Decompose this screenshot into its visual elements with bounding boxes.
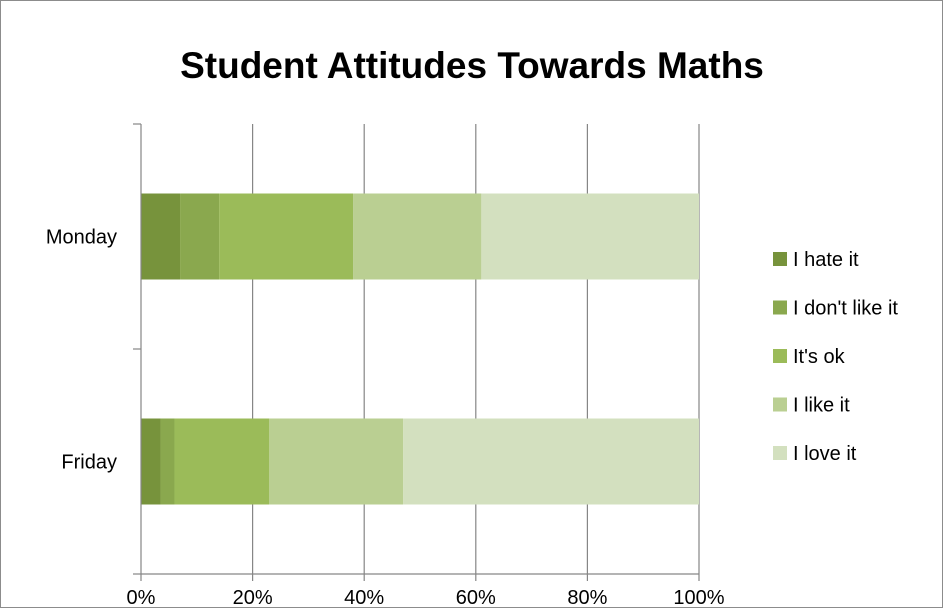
x-tick-label: 20% xyxy=(233,587,273,607)
bar-friday-2 xyxy=(160,418,175,505)
legend-swatch xyxy=(773,446,787,460)
legend-label: I love it xyxy=(793,443,857,465)
bar-friday-4 xyxy=(269,418,404,505)
legend-label: I don't like it xyxy=(793,298,898,320)
bar-friday-3 xyxy=(174,418,270,505)
category-label: Friday xyxy=(61,452,117,474)
gridlines xyxy=(252,124,700,574)
x-tick-label: 0% xyxy=(127,587,156,607)
bar-monday-2 xyxy=(180,193,220,280)
legend-swatch xyxy=(773,252,787,266)
legend-swatch xyxy=(773,349,787,363)
bar-monday-3 xyxy=(219,193,354,280)
category-label: Monday xyxy=(46,227,117,249)
axes xyxy=(133,123,700,581)
legend-label: I like it xyxy=(793,395,850,417)
legend-swatch xyxy=(773,397,787,412)
bar-monday-1 xyxy=(141,193,181,280)
x-tick-labels: 0% 20% 40% 60% 80% 100% xyxy=(127,587,725,607)
legend-label: I hate it xyxy=(793,249,859,271)
legend: I hate it I don't like it It's ok I like it… xyxy=(773,249,898,465)
bar-monday-5 xyxy=(481,193,699,280)
x-tick-label: 100% xyxy=(673,587,724,607)
x-tick-label: 60% xyxy=(456,587,496,607)
bar-monday-4 xyxy=(353,193,482,280)
bar-friday-1 xyxy=(141,418,161,505)
x-tick-label: 40% xyxy=(344,587,384,607)
bar-friday-5 xyxy=(403,418,699,505)
category-labels: Monday Friday xyxy=(46,227,117,474)
x-tick-label: 80% xyxy=(567,587,607,607)
legend-label: It's ok xyxy=(793,346,846,368)
chart-title: Student Attitudes Towards Maths xyxy=(180,45,764,86)
bars xyxy=(141,193,699,505)
legend-swatch xyxy=(773,300,787,315)
